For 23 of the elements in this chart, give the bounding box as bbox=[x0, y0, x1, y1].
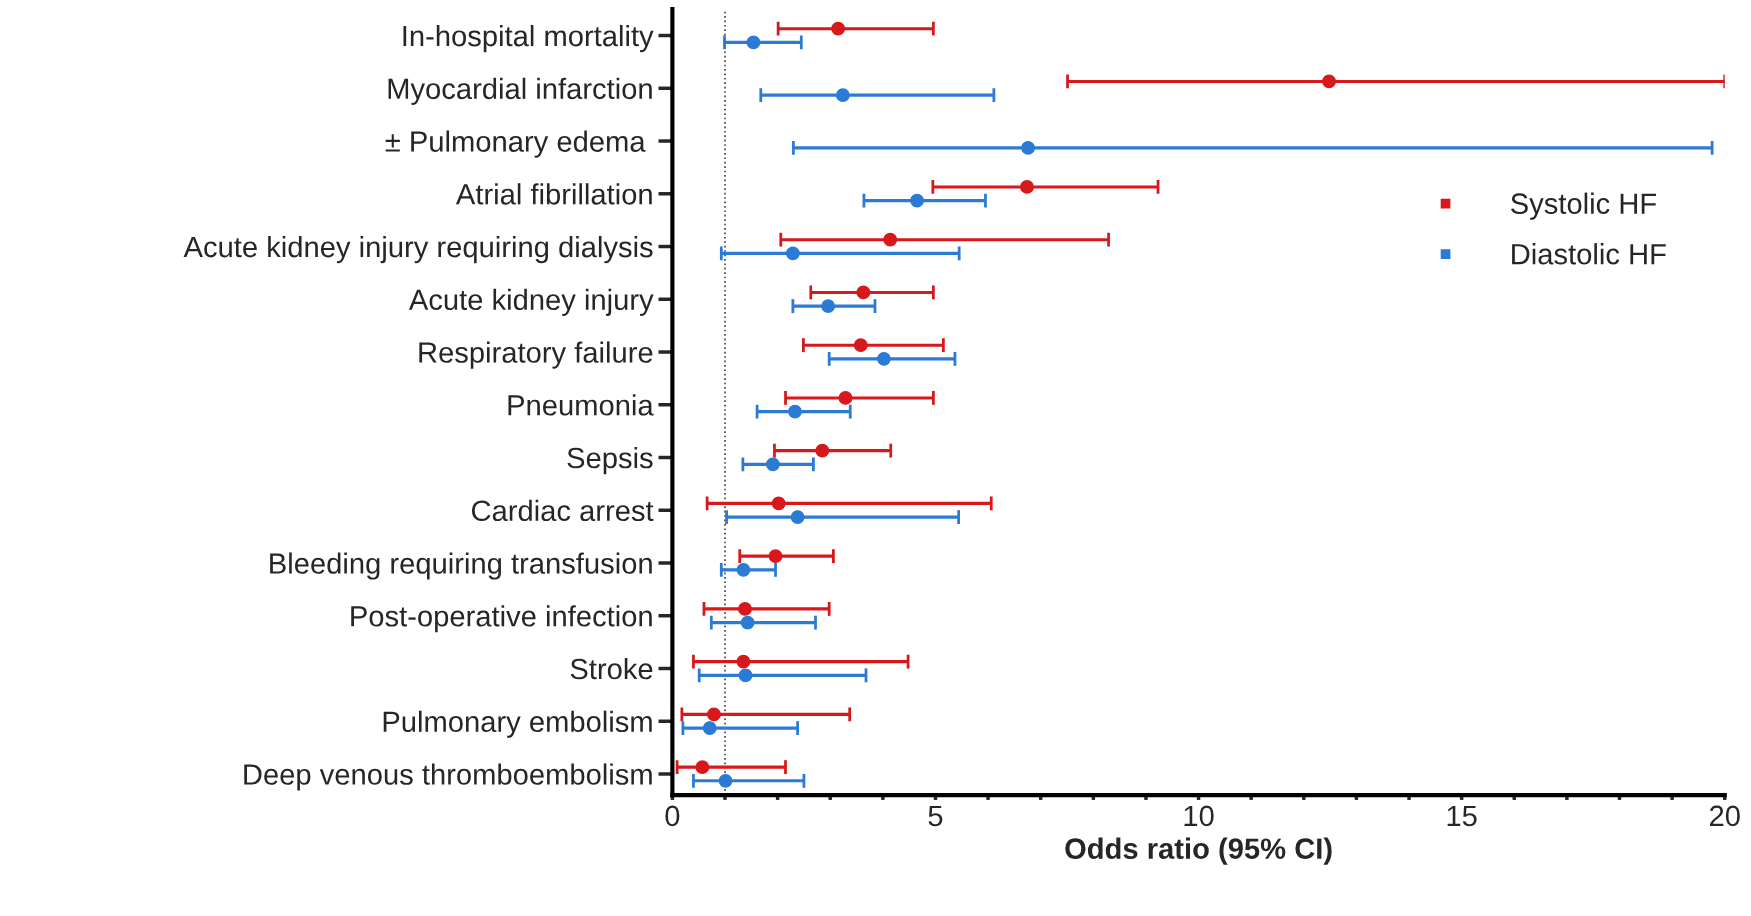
y-tick-label: Post-operative infection bbox=[351, 605, 652, 633]
x-tick-label: 20 bbox=[1709, 805, 1740, 827]
x-tick-label: 0 bbox=[665, 805, 680, 827]
x-tick-label: 5 bbox=[928, 805, 943, 827]
y-tick-label: ± Pulmonary edema bbox=[385, 130, 646, 158]
y-tick-label: Myocardial infarction bbox=[388, 77, 652, 105]
y-tick-label: Sepsis bbox=[567, 446, 653, 475]
y-tick-label: Atrial fibrillation bbox=[455, 183, 652, 205]
x-tick-label: 10 bbox=[1184, 805, 1214, 827]
y-tick-label: Cardiac arrest bbox=[471, 499, 654, 522]
y-tick-label: Deep venous thromboembolism bbox=[244, 763, 652, 791]
y-tick-label: In-hospital mortality bbox=[403, 24, 654, 53]
y-tick-label: Pneumonia bbox=[508, 394, 654, 416]
x-tick-label: 15 bbox=[1447, 805, 1477, 827]
legend-label: Systolic HF bbox=[1511, 192, 1657, 220]
y-tick-label: Stroke bbox=[570, 657, 653, 680]
y-tick-label: Acute kidney injury bbox=[408, 288, 654, 316]
legend-label: Diastolic HF bbox=[1512, 243, 1666, 265]
y-tick-label: Pulmonary embolism bbox=[383, 710, 652, 738]
y-tick-label: Acute kidney injury requiring dialysis bbox=[183, 235, 653, 264]
y-tick-label: Respiratory failure bbox=[419, 341, 653, 369]
y-tick-label: Bleeding requiring transfusion bbox=[270, 552, 652, 580]
x-axis-title: Odds ratio (95% CI) bbox=[1065, 837, 1332, 865]
